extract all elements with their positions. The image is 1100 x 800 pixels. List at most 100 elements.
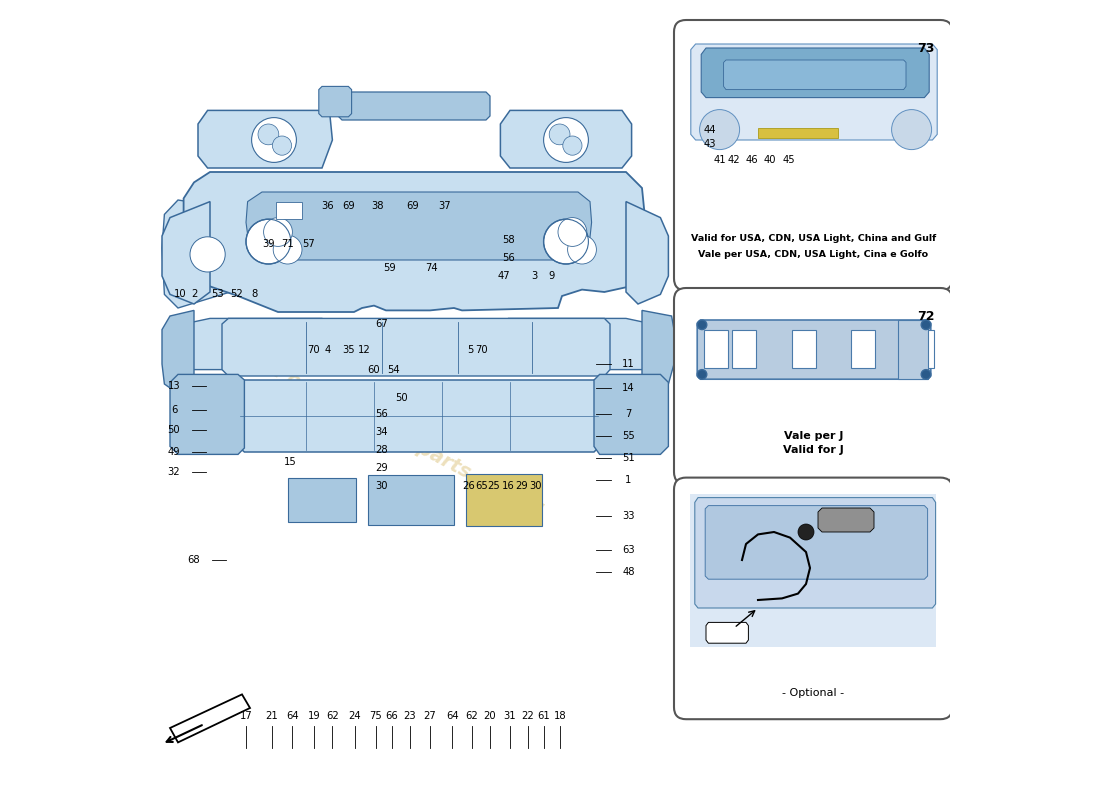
Polygon shape (626, 202, 669, 304)
Text: 60: 60 (367, 365, 381, 374)
Polygon shape (500, 110, 631, 168)
Text: 13: 13 (167, 381, 180, 390)
Text: 49: 49 (167, 447, 180, 457)
Text: 25: 25 (487, 482, 500, 491)
Text: 42: 42 (728, 155, 740, 165)
Polygon shape (594, 374, 669, 454)
Circle shape (921, 320, 931, 330)
Text: 45: 45 (782, 155, 794, 165)
Polygon shape (642, 310, 674, 394)
Text: 73: 73 (917, 42, 935, 54)
Text: 53: 53 (211, 290, 224, 299)
Text: 54: 54 (387, 365, 400, 374)
Circle shape (258, 124, 278, 145)
Text: 67: 67 (375, 319, 388, 329)
Text: 16: 16 (502, 482, 515, 491)
Text: 37: 37 (438, 202, 451, 211)
Text: 21: 21 (265, 711, 278, 721)
Polygon shape (170, 694, 250, 742)
Bar (898, 320, 928, 379)
Text: 28: 28 (376, 446, 388, 455)
Text: 75: 75 (370, 711, 382, 721)
Text: 69: 69 (342, 202, 355, 211)
Polygon shape (246, 192, 592, 260)
Polygon shape (170, 374, 244, 454)
Text: 46: 46 (746, 155, 758, 165)
Text: 41: 41 (713, 155, 726, 165)
Bar (792, 330, 815, 368)
Text: 64: 64 (286, 711, 299, 721)
Circle shape (543, 219, 588, 264)
Polygon shape (222, 318, 610, 376)
Polygon shape (162, 200, 250, 308)
Text: 66: 66 (385, 711, 398, 721)
Text: 40: 40 (763, 155, 777, 165)
Text: 56: 56 (375, 410, 388, 419)
Text: 55: 55 (621, 431, 635, 441)
Circle shape (273, 136, 292, 155)
Text: 33: 33 (623, 511, 635, 521)
Text: 22: 22 (521, 711, 534, 721)
Text: 24: 24 (349, 711, 361, 721)
Polygon shape (695, 498, 936, 608)
Circle shape (921, 370, 931, 379)
Text: 8: 8 (251, 290, 257, 299)
Circle shape (273, 235, 303, 264)
Polygon shape (697, 320, 931, 379)
Text: 19: 19 (308, 711, 320, 721)
Circle shape (558, 218, 586, 246)
Text: - Optional -: - Optional - (782, 688, 845, 698)
Text: 14: 14 (623, 383, 635, 393)
Text: 12: 12 (358, 346, 371, 355)
Circle shape (252, 118, 296, 162)
Text: 47: 47 (497, 271, 510, 281)
Text: 34: 34 (376, 427, 388, 437)
Circle shape (892, 110, 932, 150)
Bar (466, 474, 542, 526)
Bar (276, 202, 303, 219)
Text: 6: 6 (170, 405, 177, 414)
Circle shape (798, 524, 814, 540)
Circle shape (543, 118, 588, 162)
Text: 70: 70 (308, 346, 320, 355)
Text: 23: 23 (404, 711, 416, 721)
Text: 74: 74 (426, 263, 438, 273)
Text: 27: 27 (424, 711, 437, 721)
Text: 29: 29 (375, 463, 388, 473)
Polygon shape (162, 202, 210, 304)
Text: 30: 30 (529, 482, 542, 491)
Text: 58: 58 (502, 235, 515, 245)
Text: 57: 57 (302, 239, 315, 249)
Text: 51: 51 (621, 454, 635, 463)
Text: Valid for USA, CDN, USA Light, China and Gulf: Valid for USA, CDN, USA Light, China and… (691, 234, 936, 243)
Text: Vale per USA, CDN, USA Light, Cina e Golfo: Vale per USA, CDN, USA Light, Cina e Gol… (698, 250, 928, 259)
Polygon shape (818, 508, 874, 532)
FancyBboxPatch shape (674, 288, 953, 484)
Text: 30: 30 (376, 482, 388, 491)
Text: 5: 5 (466, 346, 473, 355)
Text: 20: 20 (484, 711, 496, 721)
Text: 29: 29 (516, 482, 528, 491)
Polygon shape (701, 48, 930, 98)
Text: 50: 50 (396, 393, 408, 402)
Polygon shape (178, 318, 326, 370)
Text: 32: 32 (167, 467, 180, 477)
Text: 71: 71 (282, 239, 294, 249)
Text: 44: 44 (704, 125, 716, 134)
Text: 61: 61 (537, 711, 550, 721)
Circle shape (264, 218, 293, 246)
Text: 3: 3 (531, 271, 537, 281)
Text: 64: 64 (447, 711, 459, 721)
Bar (910, 330, 934, 368)
Bar (733, 330, 757, 368)
Text: Vale per J: Vale per J (783, 431, 843, 441)
Polygon shape (238, 380, 600, 452)
Text: 50: 50 (167, 426, 180, 435)
Polygon shape (502, 318, 656, 370)
Polygon shape (724, 60, 906, 90)
Polygon shape (706, 622, 748, 643)
Text: 39: 39 (262, 239, 275, 249)
Polygon shape (705, 506, 927, 579)
Polygon shape (338, 92, 490, 120)
Text: 36: 36 (321, 202, 334, 211)
